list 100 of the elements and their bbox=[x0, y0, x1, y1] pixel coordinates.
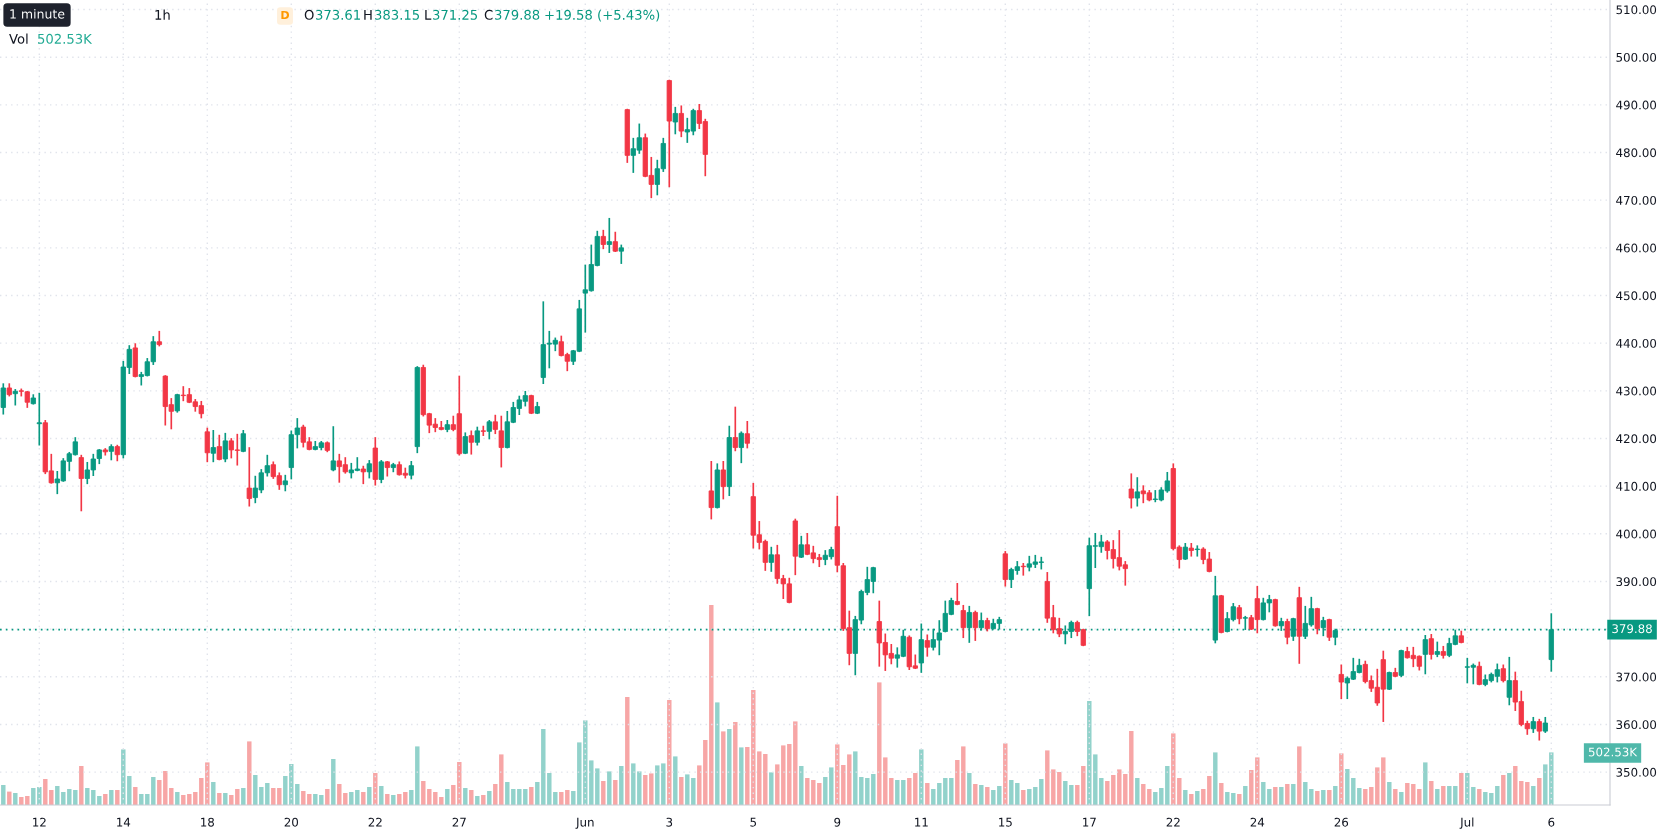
candlestick bbox=[204, 427, 210, 463]
x-tick-label: 24 bbox=[1250, 817, 1265, 827]
bar bbox=[361, 792, 366, 805]
bar bbox=[1399, 792, 1404, 805]
bar bbox=[1183, 790, 1188, 805]
bar bbox=[1501, 775, 1506, 805]
y-tick-label: 420.00 bbox=[1616, 434, 1657, 444]
bar bbox=[175, 792, 180, 805]
bar bbox=[1321, 790, 1326, 805]
bar bbox=[445, 789, 450, 805]
bar bbox=[607, 771, 612, 805]
bar bbox=[967, 773, 972, 805]
bar bbox=[1507, 773, 1512, 805]
bar bbox=[1339, 753, 1344, 805]
candlestick bbox=[1134, 477, 1140, 507]
x-tick-label: 6 bbox=[1548, 817, 1555, 827]
candlestick bbox=[618, 244, 624, 264]
y-tick-label: 440.00 bbox=[1616, 338, 1657, 348]
bar bbox=[1273, 787, 1278, 805]
candlestick bbox=[1434, 641, 1440, 658]
bar bbox=[619, 766, 624, 805]
bar bbox=[679, 777, 684, 805]
bar bbox=[739, 747, 744, 805]
candlestick bbox=[924, 634, 930, 657]
bar bbox=[769, 772, 774, 805]
y-tick-label: 360.00 bbox=[1616, 720, 1657, 730]
x-tick-label: 9 bbox=[834, 817, 841, 827]
y-tick-label: 480.00 bbox=[1616, 148, 1657, 158]
candlestick bbox=[672, 106, 678, 135]
candlestick bbox=[498, 415, 504, 468]
x-tick-label: 26 bbox=[1334, 817, 1349, 827]
candlestick bbox=[612, 231, 618, 253]
bar bbox=[379, 786, 384, 805]
bar bbox=[529, 787, 534, 805]
bar bbox=[7, 791, 12, 805]
y-tick-label: 490.00 bbox=[1616, 100, 1657, 110]
candlestick bbox=[768, 546, 774, 572]
candlestick bbox=[1428, 634, 1434, 660]
x-tick-label: 15 bbox=[999, 817, 1012, 827]
x-tick-label: 11 bbox=[915, 817, 928, 827]
bar bbox=[1315, 791, 1320, 805]
candlestick bbox=[78, 454, 84, 512]
x-tick-label: 22 bbox=[368, 817, 382, 827]
candlestick bbox=[36, 392, 42, 446]
candlestick bbox=[1326, 618, 1332, 641]
bar bbox=[727, 729, 732, 805]
y-tick-label: 450.00 bbox=[1616, 291, 1657, 301]
bar bbox=[1195, 791, 1200, 805]
candlestick bbox=[1020, 562, 1026, 576]
bar bbox=[79, 766, 84, 805]
candlestick bbox=[1422, 634, 1428, 675]
annotation: O bbox=[304, 9, 314, 20]
bar bbox=[601, 781, 606, 805]
x-tick-label: 5 bbox=[750, 817, 757, 827]
candlestick bbox=[360, 465, 366, 485]
x-tick-label: 14 bbox=[117, 817, 131, 827]
bar bbox=[979, 785, 984, 805]
candlestick bbox=[330, 426, 336, 472]
candlestick bbox=[960, 604, 966, 639]
bar bbox=[211, 782, 216, 805]
x-tick-label: 22 bbox=[1166, 817, 1180, 827]
candlestick bbox=[1128, 473, 1134, 509]
candlestick bbox=[0, 383, 6, 415]
annotation: +19.58 (+5.43%) bbox=[545, 9, 660, 22]
bar bbox=[1135, 778, 1140, 805]
bar bbox=[625, 697, 630, 805]
bar bbox=[463, 788, 468, 805]
bar bbox=[367, 787, 372, 805]
candlestick bbox=[606, 217, 612, 253]
x-tick-label: 12 bbox=[33, 817, 46, 827]
candlestick bbox=[1284, 618, 1290, 645]
bar bbox=[673, 756, 678, 805]
bar bbox=[223, 793, 228, 805]
x-tick-label: 17 bbox=[1083, 817, 1096, 827]
annotation: 502.53K bbox=[38, 33, 93, 44]
candlestick bbox=[732, 406, 738, 452]
bar bbox=[115, 790, 120, 805]
candlestick bbox=[1536, 718, 1542, 741]
y-tick-label: 390.00 bbox=[1616, 577, 1657, 587]
x-tick-label: Jun bbox=[575, 817, 594, 829]
annotation: 383.15 bbox=[375, 9, 420, 20]
text: 1h bbox=[155, 9, 170, 20]
bar bbox=[1333, 786, 1338, 805]
text: 502.53K bbox=[1588, 747, 1638, 757]
bar bbox=[481, 795, 486, 805]
bar bbox=[331, 759, 336, 805]
bar bbox=[487, 791, 492, 805]
y-tick-label: 460.00 bbox=[1616, 243, 1657, 253]
bar bbox=[373, 773, 378, 805]
bar bbox=[109, 790, 114, 805]
y-tick-label: 350.00 bbox=[1616, 767, 1657, 777]
candlestick bbox=[210, 430, 216, 463]
y-tick-label: 400.00 bbox=[1616, 529, 1657, 539]
ref-line-label: 379.88 bbox=[1612, 624, 1652, 634]
annotation: 1 minute bbox=[10, 8, 65, 19]
y-tick-label: 470.00 bbox=[1616, 195, 1657, 205]
bar bbox=[919, 749, 924, 805]
candlestick bbox=[720, 461, 726, 500]
candlestick bbox=[246, 447, 252, 507]
candlestick bbox=[1506, 656, 1512, 706]
